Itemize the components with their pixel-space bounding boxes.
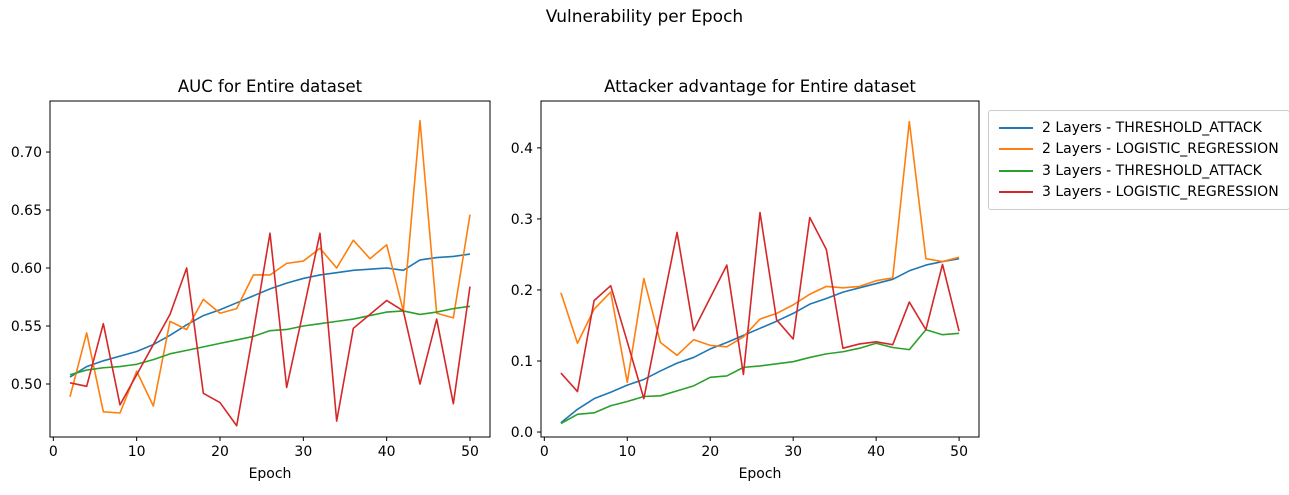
y-tick-label: 0.2: [511, 283, 533, 299]
x-tick-label: 40: [378, 444, 396, 460]
axes-advantage: 0 10 20 30 40 50 0.0 0.1 0.2 0.3 0.4 Attacker advan…: [511, 77, 980, 482]
y-tick-label: 0.60: [11, 261, 42, 277]
axes-auc: 0 10 20 30 40 50 0.50 0.55 0.60 0.65 0.70 AUC for E…: [11, 77, 491, 482]
legend-line-sample: [999, 148, 1033, 151]
axes-frame: [49, 100, 491, 438]
legend-entry: 2 Layers - LOGISTIC_REGRESSION: [999, 139, 1279, 161]
x-axis-label: Epoch: [739, 466, 782, 482]
series-line-3: [69, 232, 471, 427]
legend-box: 2 Layers - THRESHOLD_ATTACK 2 Layers - LO…: [988, 110, 1289, 210]
y-tick-label: 0.55: [11, 319, 42, 335]
x-axis-label: Epoch: [249, 466, 292, 482]
y-tick-label: 0.1: [511, 354, 533, 370]
chart-title: AUC for Entire dataset: [178, 77, 363, 96]
y-tick-label: 0.50: [11, 377, 42, 393]
legend-label: 2 Layers - THRESHOLD_ATTACK: [1042, 119, 1262, 136]
x-tick-label: 30: [294, 444, 312, 460]
series-line-1: [560, 120, 960, 384]
series-line-0: [69, 253, 471, 378]
legend-line-sample: [999, 126, 1033, 129]
x-tick-label: 50: [461, 444, 479, 460]
x-tick-label: 20: [701, 444, 719, 460]
legend-entry: 3 Layers - LOGISTIC_REGRESSION: [999, 182, 1279, 204]
y-tick-label: 0.70: [11, 145, 42, 161]
x-tick-label: 10: [128, 444, 146, 460]
y-tick-label: 0.65: [11, 203, 42, 219]
x-tick-label: 0: [540, 444, 549, 460]
x-tick-label: 40: [867, 444, 885, 460]
x-tick-label: 50: [950, 444, 968, 460]
y-tick-label: 0.0: [511, 425, 533, 441]
x-tick-label: 30: [784, 444, 802, 460]
legend-label: 3 Layers - THRESHOLD_ATTACK: [1042, 162, 1262, 179]
series-line-3: [560, 211, 960, 400]
series-line-0: [560, 257, 960, 424]
chart-title: Attacker advantage for Entire dataset: [604, 77, 916, 96]
legend-label: 2 Layers - LOGISTIC_REGRESSION: [1042, 141, 1279, 158]
x-tick-label: 20: [211, 444, 229, 460]
legend-label: 3 Layers - LOGISTIC_REGRESSION: [1042, 184, 1279, 201]
series-line-2: [560, 328, 960, 425]
axes-frame: [540, 100, 980, 438]
legend-entry: 2 Layers - THRESHOLD_ATTACK: [999, 117, 1279, 139]
legend-line-sample: [999, 169, 1033, 172]
legend-entry: 3 Layers - THRESHOLD_ATTACK: [999, 160, 1279, 182]
legend-line-sample: [999, 191, 1033, 194]
y-tick-label: 0.4: [511, 141, 533, 157]
x-tick-label: 10: [618, 444, 636, 460]
y-tick-label: 0.3: [511, 212, 533, 228]
figure-suptitle: Vulnerability per Epoch: [545, 7, 744, 27]
x-tick-label: 0: [49, 444, 58, 460]
